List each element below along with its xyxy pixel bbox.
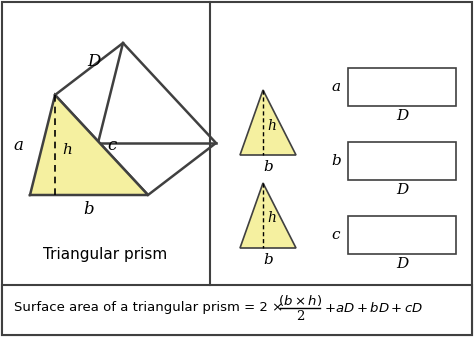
Polygon shape [55, 43, 216, 195]
Bar [348, 68, 456, 106]
Text: h: h [267, 212, 276, 225]
Text: a: a [331, 80, 340, 94]
Text: b: b [331, 154, 341, 168]
Text: Surface area of a triangular prism = 2 ×: Surface area of a triangular prism = 2 × [14, 302, 288, 314]
Text: $(b \times h)$: $(b \times h)$ [278, 294, 322, 308]
Polygon shape [30, 95, 148, 195]
Text: D: D [87, 53, 100, 69]
Polygon shape [240, 90, 296, 155]
Polygon shape [240, 183, 296, 248]
Text: D: D [396, 257, 408, 271]
Bar [348, 216, 456, 254]
Text: Triangular prism: Triangular prism [43, 247, 167, 263]
Text: a: a [13, 136, 23, 153]
Text: h: h [267, 119, 276, 132]
Text: $ + aD + bD + cD$: $ + aD + bD + cD$ [324, 301, 423, 315]
Bar [2, 285, 472, 335]
Text: c: c [107, 136, 116, 153]
Text: D: D [396, 109, 408, 123]
Text: 2: 2 [296, 309, 304, 323]
Bar [348, 142, 456, 180]
Text: b: b [84, 202, 94, 218]
Text: D: D [396, 183, 408, 197]
Text: h: h [62, 143, 72, 157]
Text: b: b [263, 160, 273, 174]
Text: b: b [263, 253, 273, 267]
Text: c: c [332, 228, 340, 242]
